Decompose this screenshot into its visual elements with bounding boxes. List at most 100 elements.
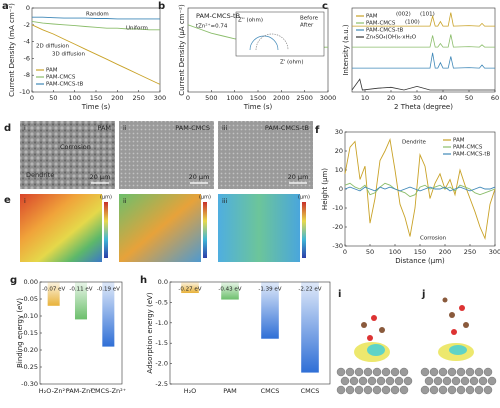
x-tick-label: 250 xyxy=(464,248,476,256)
legend-label: PAM xyxy=(366,14,378,20)
legend-label: PAM-CMCS xyxy=(453,145,483,151)
atom xyxy=(438,367,448,377)
y-tick-label: 30 xyxy=(335,128,343,136)
line-series xyxy=(351,78,495,91)
sem-image xyxy=(218,121,313,189)
panel-label: i xyxy=(338,289,341,300)
atom xyxy=(483,385,493,395)
x-tick-label: 2000 xyxy=(273,94,290,102)
x-tick-label: 100 xyxy=(389,248,401,256)
y-tick-label: -0.5 xyxy=(155,298,168,306)
x-tick-label: 250 xyxy=(132,94,144,102)
panel-label: d xyxy=(4,123,11,134)
sub-index: i xyxy=(24,197,26,205)
y-axis-label: Binding energy (eV) xyxy=(16,298,24,368)
legend-label: Zn₄SO₄(OH)₆·xH₂O xyxy=(366,35,417,41)
y-axis-label: Intensity (a.u.) xyxy=(342,24,350,76)
annotation: Uniform xyxy=(126,26,148,32)
y-tick-label: -2.0 xyxy=(155,360,168,368)
x-tick-label: CMCS xyxy=(301,387,320,395)
sub-index: i xyxy=(24,124,26,132)
atom xyxy=(474,385,484,395)
x-tick-label: 30 xyxy=(413,94,421,102)
plot-frame xyxy=(169,281,331,385)
sub-index: ii xyxy=(123,124,127,132)
panel-label: e xyxy=(4,195,11,206)
y-tick-label: -30 xyxy=(332,242,343,250)
bar xyxy=(221,282,239,300)
x-tick-label: 100 xyxy=(68,94,80,102)
height-map xyxy=(119,194,201,262)
dft-structure xyxy=(354,297,474,362)
panel-label: a xyxy=(2,1,9,12)
atom xyxy=(474,367,484,377)
x-tick-label: 0 xyxy=(30,94,34,102)
y-tick-label: -1.5 xyxy=(155,339,168,347)
atom xyxy=(399,385,409,395)
x-tick-label: 0 xyxy=(343,248,347,256)
x-tick-label: 500 xyxy=(205,94,217,102)
x-tick-label: 0 xyxy=(186,94,190,102)
atom xyxy=(385,376,395,386)
atom xyxy=(363,367,373,377)
x-tick-label: 300 xyxy=(489,248,500,256)
atom xyxy=(390,385,400,395)
atom xyxy=(420,385,430,395)
colorbar xyxy=(302,202,306,258)
annotation: (002) xyxy=(396,12,411,18)
atom xyxy=(363,385,373,395)
y-tick-label: -0.20 xyxy=(21,346,38,354)
y-tick-label: -0.15 xyxy=(21,329,38,337)
value-label: -0.07 eV xyxy=(42,287,65,293)
panel-label: f xyxy=(315,125,320,136)
atom xyxy=(381,385,391,395)
scale-label: 20 μm xyxy=(189,173,210,181)
scale-label: 20 μm xyxy=(90,173,111,181)
panel-label: c xyxy=(322,1,328,12)
y-tick-label: -10 xyxy=(332,204,343,212)
x-tick-label: 40 xyxy=(439,94,447,102)
colorbar xyxy=(203,202,207,258)
y-axis-label: Current Density (μA cm⁻²) xyxy=(178,4,186,96)
annotation: Dendrite xyxy=(26,171,54,179)
atom xyxy=(420,367,430,377)
atom xyxy=(358,376,368,386)
atom xyxy=(465,385,475,395)
bar xyxy=(102,282,115,347)
atom xyxy=(381,367,391,377)
x-axis-label: Distance (μm) xyxy=(395,257,445,265)
annotation: Corrosion xyxy=(60,143,91,151)
y-tick-label: 0.00 xyxy=(24,278,38,286)
legend-label: PAM-CMCS-tB xyxy=(453,152,491,158)
atom xyxy=(483,367,493,377)
x-axis-label: Time (s) xyxy=(81,103,111,111)
atom xyxy=(340,376,350,386)
line-series xyxy=(31,20,160,31)
colorbar xyxy=(104,202,108,258)
atom xyxy=(456,385,466,395)
atom xyxy=(367,376,377,386)
y-tick-label: -0.10 xyxy=(21,312,38,320)
y-tick-label: -2.5 xyxy=(155,380,168,388)
x-tick-label: H₂O xyxy=(184,387,197,395)
sem-image xyxy=(20,121,115,189)
annotation: After xyxy=(300,23,314,29)
atom xyxy=(478,376,488,386)
annotation: 3D diffusion xyxy=(52,52,86,58)
atom xyxy=(390,367,400,377)
x-tick-label: 200 xyxy=(439,248,451,256)
annotation: Random xyxy=(86,12,109,18)
atom xyxy=(433,376,443,386)
inset xyxy=(235,11,325,57)
inset-arc xyxy=(249,35,279,51)
sub-title: PAM xyxy=(97,124,111,132)
annotation: Before xyxy=(300,16,319,22)
x-tick-label: 50 xyxy=(465,94,473,102)
y-axis-label: Height (μm) xyxy=(321,168,329,210)
x-tick-label: 150 xyxy=(90,94,102,102)
y-tick-label: 0 xyxy=(26,4,30,12)
atom xyxy=(349,376,359,386)
x-tick-label: PAM-Zn²⁺ xyxy=(66,387,97,395)
x-axis-label: 2 Theta (degree) xyxy=(394,103,453,111)
annotation: Dendrite xyxy=(402,140,427,146)
